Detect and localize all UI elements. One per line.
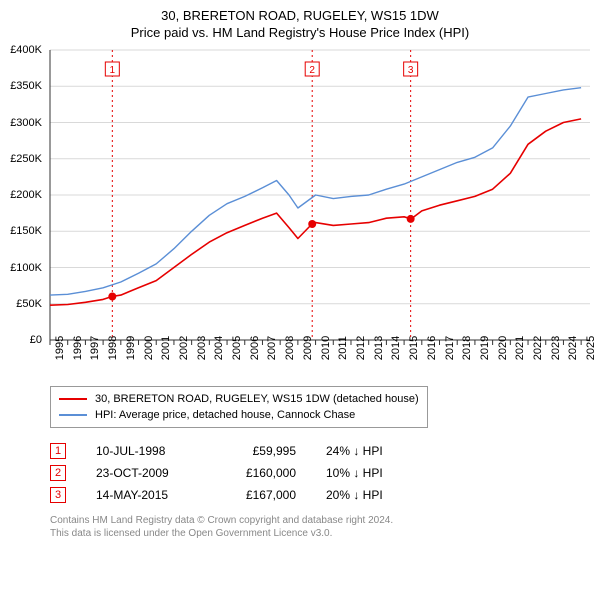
x-tick-label: 2024 (567, 336, 579, 360)
x-tick-label: 1997 (89, 336, 101, 360)
svg-text:1: 1 (110, 65, 116, 76)
y-tick-label: £0 (30, 334, 42, 346)
x-tick-label: 2010 (320, 336, 332, 360)
x-tick-label: 2009 (302, 336, 314, 360)
y-tick-label: £50K (16, 298, 42, 310)
x-tick-label: 1999 (125, 336, 137, 360)
x-tick-label: 2013 (373, 336, 385, 360)
x-tick-label: 2014 (390, 336, 402, 360)
y-tick-label: £400K (10, 44, 42, 56)
sale-marker-box: 2 (50, 465, 66, 481)
x-tick-label: 2008 (284, 336, 296, 360)
y-tick-label: £200K (10, 189, 42, 201)
x-tick-label: 2012 (355, 336, 367, 360)
x-tick-label: 2025 (585, 336, 597, 360)
legend-swatch (59, 398, 87, 400)
sales-table: 1 10-JUL-1998 £59,995 24% ↓ HPI 2 23-OCT-2009… (50, 440, 590, 506)
svg-text:2: 2 (309, 65, 315, 76)
chart-svg: 1 2 3 (10, 46, 590, 376)
x-tick-label: 2016 (426, 336, 438, 360)
sales-row: 3 14-MAY-2015 £167,000 20% ↓ HPI (50, 484, 590, 506)
sale-date: 14-MAY-2015 (96, 484, 196, 506)
x-tick-label: 2006 (249, 336, 261, 360)
x-tick-label: 2017 (444, 336, 456, 360)
x-tick-label: 2002 (178, 336, 190, 360)
sale-marker-box: 1 (50, 443, 66, 459)
legend-label: 30, BRERETON ROAD, RUGELEY, WS15 1DW (de… (95, 391, 419, 407)
chart-title: 30, BRERETON ROAD, RUGELEY, WS15 1DW (10, 8, 590, 23)
sale-date: 10-JUL-1998 (96, 440, 196, 462)
sale-date: 23-OCT-2009 (96, 462, 196, 484)
legend-row: HPI: Average price, detached house, Cann… (59, 407, 419, 423)
legend-label: HPI: Average price, detached house, Cann… (95, 407, 355, 423)
x-tick-label: 1995 (54, 336, 66, 360)
y-tick-label: £250K (10, 153, 42, 165)
chart-subtitle: Price paid vs. HM Land Registry's House … (10, 25, 590, 40)
sales-row: 1 10-JUL-1998 £59,995 24% ↓ HPI (50, 440, 590, 462)
x-tick-label: 2019 (479, 336, 491, 360)
sale-marker-box: 3 (50, 487, 66, 503)
y-tick-label: £100K (10, 262, 42, 274)
y-tick-label: £150K (10, 225, 42, 237)
chart-area: 1 2 3 £0 £50K £100K £150K £200K £250K £300K £350K… (10, 46, 590, 376)
sale-diff: 20% ↓ HPI (326, 484, 416, 506)
legend-swatch (59, 414, 87, 416)
sale-price: £160,000 (226, 462, 296, 484)
x-tick-label: 2007 (266, 336, 278, 360)
sale-diff: 10% ↓ HPI (326, 462, 416, 484)
x-tick-label: 2011 (337, 336, 349, 360)
x-tick-label: 2005 (231, 336, 243, 360)
x-tick-label: 2020 (497, 336, 509, 360)
y-tick-label: £300K (10, 117, 42, 129)
sale-price: £167,000 (226, 484, 296, 506)
x-tick-label: 2015 (408, 336, 420, 360)
sale-diff: 24% ↓ HPI (326, 440, 416, 462)
x-tick-label: 2022 (532, 336, 544, 360)
x-tick-label: 2021 (514, 336, 526, 360)
legend-row: 30, BRERETON ROAD, RUGELEY, WS15 1DW (de… (59, 391, 419, 407)
sales-row: 2 23-OCT-2009 £160,000 10% ↓ HPI (50, 462, 590, 484)
x-tick-label: 1998 (107, 336, 119, 360)
chart-container: 30, BRERETON ROAD, RUGELEY, WS15 1DW Pri… (0, 0, 600, 550)
footer-line-1: Contains HM Land Registry data © Crown c… (50, 514, 590, 527)
svg-text:3: 3 (408, 65, 414, 76)
sale-price: £59,995 (226, 440, 296, 462)
footer-attribution: Contains HM Land Registry data © Crown c… (50, 514, 590, 540)
x-tick-label: 2001 (160, 336, 172, 360)
x-tick-label: 2018 (461, 336, 473, 360)
x-tick-label: 2004 (213, 336, 225, 360)
legend: 30, BRERETON ROAD, RUGELEY, WS15 1DW (de… (50, 386, 428, 428)
footer-line-2: This data is licensed under the Open Gov… (50, 527, 590, 540)
x-tick-label: 2000 (143, 336, 155, 360)
x-tick-label: 1996 (72, 336, 84, 360)
x-tick-label: 2023 (550, 336, 562, 360)
y-tick-label: £350K (10, 80, 42, 92)
x-tick-label: 2003 (196, 336, 208, 360)
